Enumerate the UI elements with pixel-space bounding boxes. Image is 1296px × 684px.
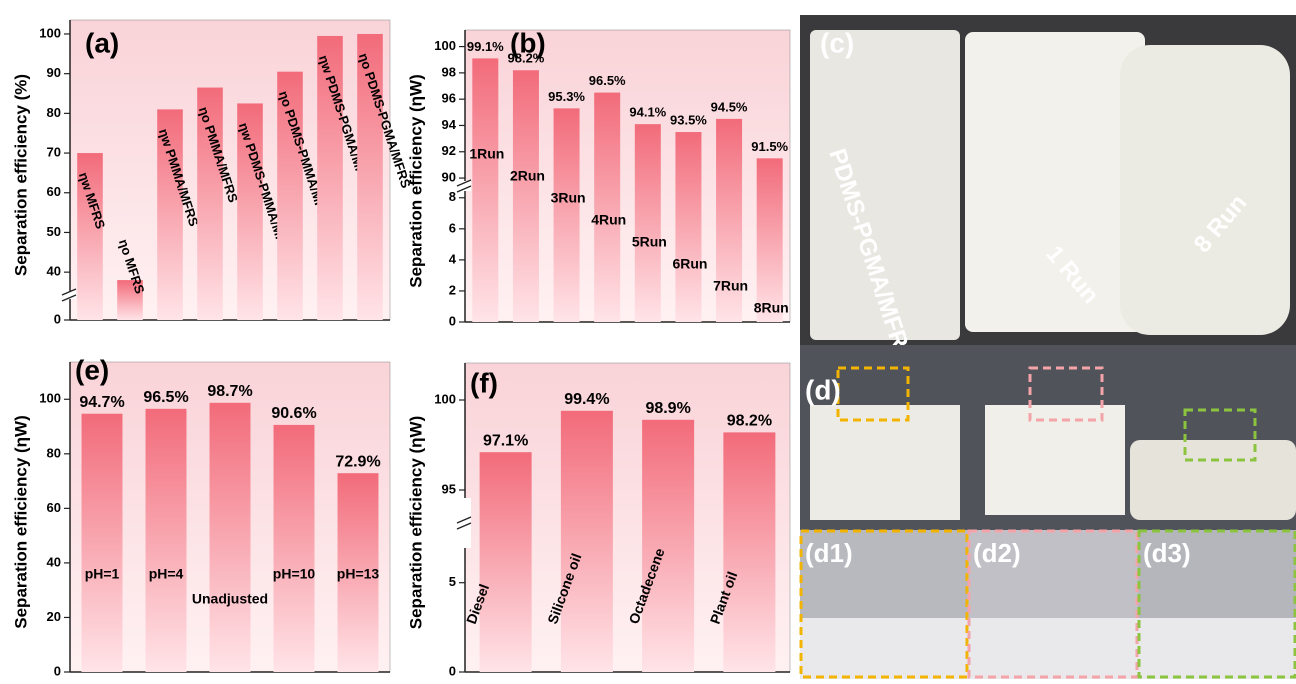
y-tick-label: 50 (47, 224, 61, 239)
y-tick-label: 0 (54, 663, 61, 678)
value-label: 95.3% (548, 89, 585, 104)
y-tick-label: 8 (449, 189, 456, 204)
y-tick-label: 40 (47, 554, 61, 569)
x-category-label: pH=13 (337, 566, 380, 582)
y-tick-label: 6 (449, 220, 456, 235)
x-category-label: 6Run (672, 256, 707, 272)
x-category-label: pH=1 (85, 566, 120, 582)
y-axis-title: Separation efficiency (%) (11, 74, 30, 276)
y-tick-label: 60 (47, 500, 61, 515)
x-category-label: 8Run (754, 300, 789, 316)
x-category-label: pH=4 (149, 566, 184, 582)
value-label: 91.5% (751, 139, 788, 154)
y-tick-label: 2 (449, 282, 456, 297)
value-label: 94.1% (629, 105, 666, 120)
y-tick-label: 100 (434, 391, 456, 406)
panel-label: (d3) (1143, 538, 1191, 568)
bar (642, 420, 694, 672)
bar (472, 58, 498, 322)
bar (675, 132, 701, 322)
value-label: 96.5% (143, 389, 188, 406)
y-tick-label: 80 (47, 105, 61, 120)
panel-label: (d1) (805, 538, 853, 568)
panel-label: (c) (820, 27, 854, 58)
y-tick-label: 96 (442, 91, 456, 106)
y-tick-label: 0 (449, 663, 456, 678)
bar (561, 411, 613, 672)
value-label: 97.1% (483, 432, 528, 449)
y-axis-title: Separation efficiency (ηW) (406, 416, 425, 629)
value-label: 98.9% (645, 400, 690, 417)
bar (594, 93, 620, 322)
y-tick-label: 40 (47, 264, 61, 279)
panel-label: (f) (470, 367, 498, 398)
x-category-label: 2Run (510, 168, 545, 184)
value-label: 99.1% (467, 39, 504, 54)
y-tick-label: 94 (442, 117, 457, 132)
y-tick-label: 100 (39, 25, 61, 40)
y-tick-label: 100 (434, 38, 456, 53)
x-category-label: 1Run (469, 146, 504, 162)
bar (480, 452, 532, 672)
bar (210, 403, 251, 672)
value-label: 94.7% (79, 394, 124, 411)
y-tick-label: 80 (47, 445, 61, 460)
value-label: 90.6% (271, 405, 316, 422)
value-label: 98.2% (508, 51, 545, 66)
x-category-label: 4Run (591, 212, 626, 228)
y-tick-label: 92 (442, 143, 456, 158)
value-label: 98.7% (207, 383, 252, 400)
y-tick-label: 60 (47, 184, 61, 199)
panel-label: (a) (85, 27, 119, 58)
y-axis-title: Separation efficiency (ηW) (406, 74, 425, 287)
y-tick-label: 0 (54, 311, 61, 326)
x-category-label: 7Run (713, 278, 748, 294)
value-label: 98.2% (727, 413, 772, 430)
bar (757, 158, 783, 322)
x-category-label: Unadjusted (192, 591, 268, 607)
value-label: 94.5% (711, 99, 748, 114)
photo-c: (c) PDMS-PGMA/MFRS 1 Run 8 Run (800, 15, 1296, 367)
y-tick-label: 4 (449, 251, 457, 266)
bar (146, 409, 187, 672)
y-axis-title: Separation efficiency (ηW) (11, 415, 30, 628)
x-category-label: 3Run (551, 190, 586, 206)
bar (513, 70, 539, 322)
y-tick-label: 100 (39, 391, 61, 406)
value-label: 93.5% (670, 112, 707, 127)
y-tick-label: 90 (442, 169, 456, 184)
y-tick-label: 0 (449, 313, 456, 328)
panel-label: (d2) (973, 538, 1021, 568)
y-tick-label: 95 (442, 481, 456, 496)
y-tick-label: 90 (47, 65, 61, 80)
value-label: 96.5% (589, 73, 626, 88)
x-category-label: 5Run (632, 234, 667, 250)
axis-break (457, 498, 471, 548)
bar (274, 425, 315, 672)
bar (635, 124, 661, 322)
panel-label: (d) (805, 374, 841, 405)
y-tick-label: 98 (442, 64, 456, 79)
y-tick-label: 20 (47, 609, 61, 624)
bar (82, 414, 123, 672)
bar (554, 108, 580, 322)
bar (723, 432, 775, 672)
value-label: 72.9% (335, 453, 380, 470)
y-tick-label: 5 (449, 574, 456, 589)
value-label: 99.4% (564, 391, 609, 408)
y-tick-label: 70 (47, 144, 61, 159)
figure: (c) PDMS-PGMA/MFRS 1 Run 8 Run (d) (d1) … (0, 0, 1296, 679)
photo-d: (d) (d1) (d2) (d3) (800, 345, 1296, 679)
panel-label: (e) (75, 354, 109, 385)
x-category-label: pH=10 (273, 566, 316, 582)
